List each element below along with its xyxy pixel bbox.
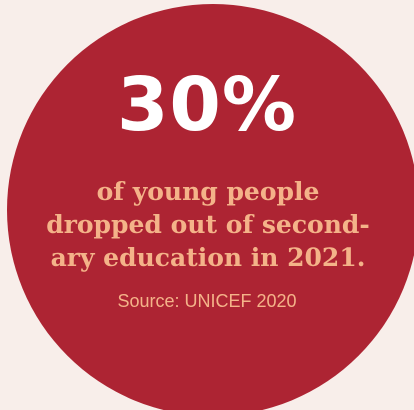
stat-circle	[7, 4, 414, 410]
stat-description-line: dropped out of second-	[46, 210, 370, 239]
stat-description-line: ary education in 2021.	[50, 243, 366, 272]
stat-value: 30%	[116, 62, 298, 148]
stat-source: Source: UNICEF 2020	[117, 291, 297, 311]
stat-description: of young people dropped out of second- a…	[40, 175, 376, 274]
stat-description-line: of young people	[96, 177, 320, 206]
